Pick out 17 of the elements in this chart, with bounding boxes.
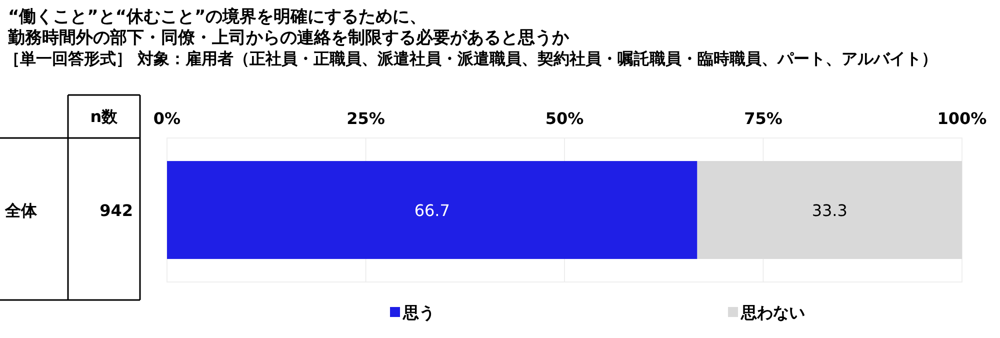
data-label: 33.3 — [812, 201, 848, 220]
x-tick-label: 0% — [153, 109, 181, 128]
x-tick-label: 25% — [346, 109, 385, 128]
思う: 66.7 — [167, 161, 698, 259]
x-tick-label: 100% — [937, 109, 987, 128]
思わない: 33.3 — [697, 161, 962, 259]
data-label: 66.7 — [414, 201, 450, 220]
legend-label: 思う — [402, 303, 435, 322]
text: n数 — [90, 107, 119, 126]
legend-label: 思わない — [740, 303, 805, 322]
text: 942 — [100, 201, 133, 220]
text: ［単一回答形式］ 対象：雇用者（正社員・正職員、派遣社員・派遣職員、契約社員・嘱託職員・臨時職員、パート、アルバイト） — [4, 49, 938, 68]
chart-title: “働くこと”と“休むこと”の境界を明確にするために、 — [8, 7, 427, 27]
chart-subtitle: 勤務時間外の部下・同僚・上司からの連絡を制限する必要があると思うか — [7, 28, 570, 48]
x-tick-label: 75% — [744, 109, 782, 128]
y-tick-label: 全体 — [4, 201, 38, 220]
x-tick-label: 50% — [545, 109, 584, 128]
